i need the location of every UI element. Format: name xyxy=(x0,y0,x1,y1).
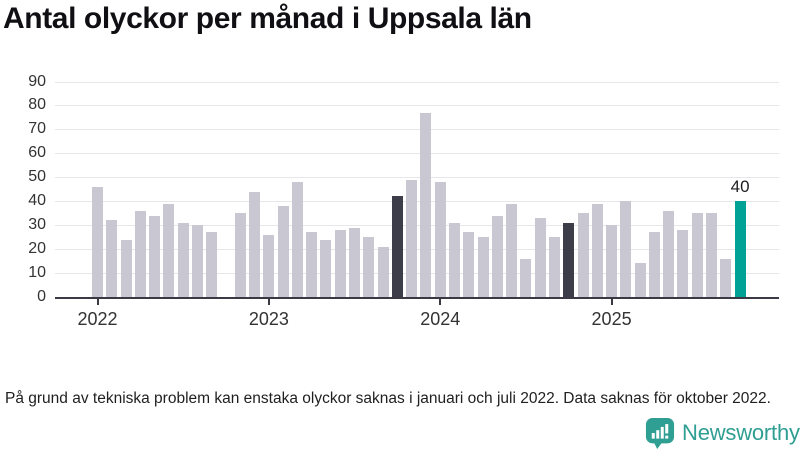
y-tick-label-60: 60 xyxy=(28,144,46,162)
bar-2022-11 xyxy=(234,213,246,297)
newsworthy-bar-chart-speech-bubble-icon xyxy=(645,418,675,449)
gridline-90 xyxy=(55,81,779,83)
bar-2025-04 xyxy=(648,232,660,297)
y-tick-label-20: 20 xyxy=(28,240,46,258)
x-tick-label-2024: 2024 xyxy=(420,309,461,329)
bar-2025-01 xyxy=(606,225,618,297)
bar-2024-11 xyxy=(577,213,589,297)
bar-2022-04 xyxy=(134,210,146,297)
bar-2023-07 xyxy=(349,227,361,297)
footnote: På grund av tekniska problem kan enstaka… xyxy=(5,389,771,407)
bar-2023-09 xyxy=(377,246,389,297)
x-tick-2024 xyxy=(439,299,442,305)
bar-2024-01 xyxy=(434,182,446,297)
bar-2024-09 xyxy=(548,237,560,297)
bar-2025-10 xyxy=(734,201,746,297)
bar-2024-12 xyxy=(591,203,603,297)
y-tick-label-30: 30 xyxy=(28,216,46,234)
bar-2023-02 xyxy=(277,206,289,297)
bar-2025-06 xyxy=(677,229,689,297)
bar-2022-09 xyxy=(206,232,218,297)
y-tick-label-90: 90 xyxy=(28,72,46,90)
chart-title: Antal olyckor per månad i Uppsala län xyxy=(3,2,532,35)
y-tick-label-10: 10 xyxy=(28,264,46,282)
bar-2023-06 xyxy=(334,229,346,297)
gridline-60 xyxy=(55,153,779,155)
bar-2024-02 xyxy=(449,222,460,297)
bar-2022-01 xyxy=(92,186,103,297)
bar-2024-06 xyxy=(506,203,518,297)
bar-2022-07 xyxy=(177,222,189,297)
x-tick-label-2022: 2022 xyxy=(77,309,118,329)
gridline-80 xyxy=(55,105,779,107)
bar-2022-12 xyxy=(249,191,261,297)
y-tick-label-50: 50 xyxy=(28,168,46,186)
bar-2025-02 xyxy=(620,201,632,297)
bar-2024-05 xyxy=(491,215,503,297)
bar-2025-07 xyxy=(691,213,703,297)
bar-2023-12 xyxy=(420,112,432,297)
bar-2024-04 xyxy=(477,237,489,297)
y-tick-label-70: 70 xyxy=(28,120,46,138)
bar-2025-08 xyxy=(706,213,718,297)
y-tick-label-0: 0 xyxy=(37,288,46,305)
bar-2025-05 xyxy=(663,210,675,297)
bar-2022-08 xyxy=(191,225,203,297)
x-axis-line xyxy=(55,296,779,299)
bar-2024-03 xyxy=(463,232,475,297)
bar-2023-04 xyxy=(306,232,318,297)
bar-2024-07 xyxy=(520,258,532,297)
newsworthy-logo: Newsworthy xyxy=(645,417,800,449)
bar-2023-11 xyxy=(406,179,418,297)
bar-2024-08 xyxy=(534,217,546,297)
x-tick-label-2023: 2023 xyxy=(248,309,289,329)
bar-2023-03 xyxy=(291,182,303,297)
y-tick-label-80: 80 xyxy=(28,96,46,114)
bar-2024-10 xyxy=(563,222,575,297)
x-tick-2023 xyxy=(267,299,270,305)
x-tick-label-2025: 2025 xyxy=(591,309,632,329)
bar-2022-06 xyxy=(163,203,175,297)
bar-2022-02 xyxy=(106,220,118,297)
bar-2025-09 xyxy=(720,258,732,297)
bar-2023-08 xyxy=(363,237,375,297)
y-tick-label-40: 40 xyxy=(28,192,46,210)
x-tick-2025 xyxy=(610,299,613,305)
gridline-50 xyxy=(55,177,779,179)
bar-2023-10 xyxy=(391,196,403,297)
bar-2022-05 xyxy=(149,215,161,297)
bar-2025-03 xyxy=(634,263,646,297)
data-label-2025-10: 40 xyxy=(730,177,750,197)
newsworthy-wordmark: Newsworthy xyxy=(682,420,800,445)
x-tick-2022 xyxy=(96,299,99,305)
bar-2023-05 xyxy=(320,239,332,297)
bar-2023-01 xyxy=(263,234,275,297)
gridline-70 xyxy=(55,129,779,131)
bar-2022-03 xyxy=(120,239,132,297)
